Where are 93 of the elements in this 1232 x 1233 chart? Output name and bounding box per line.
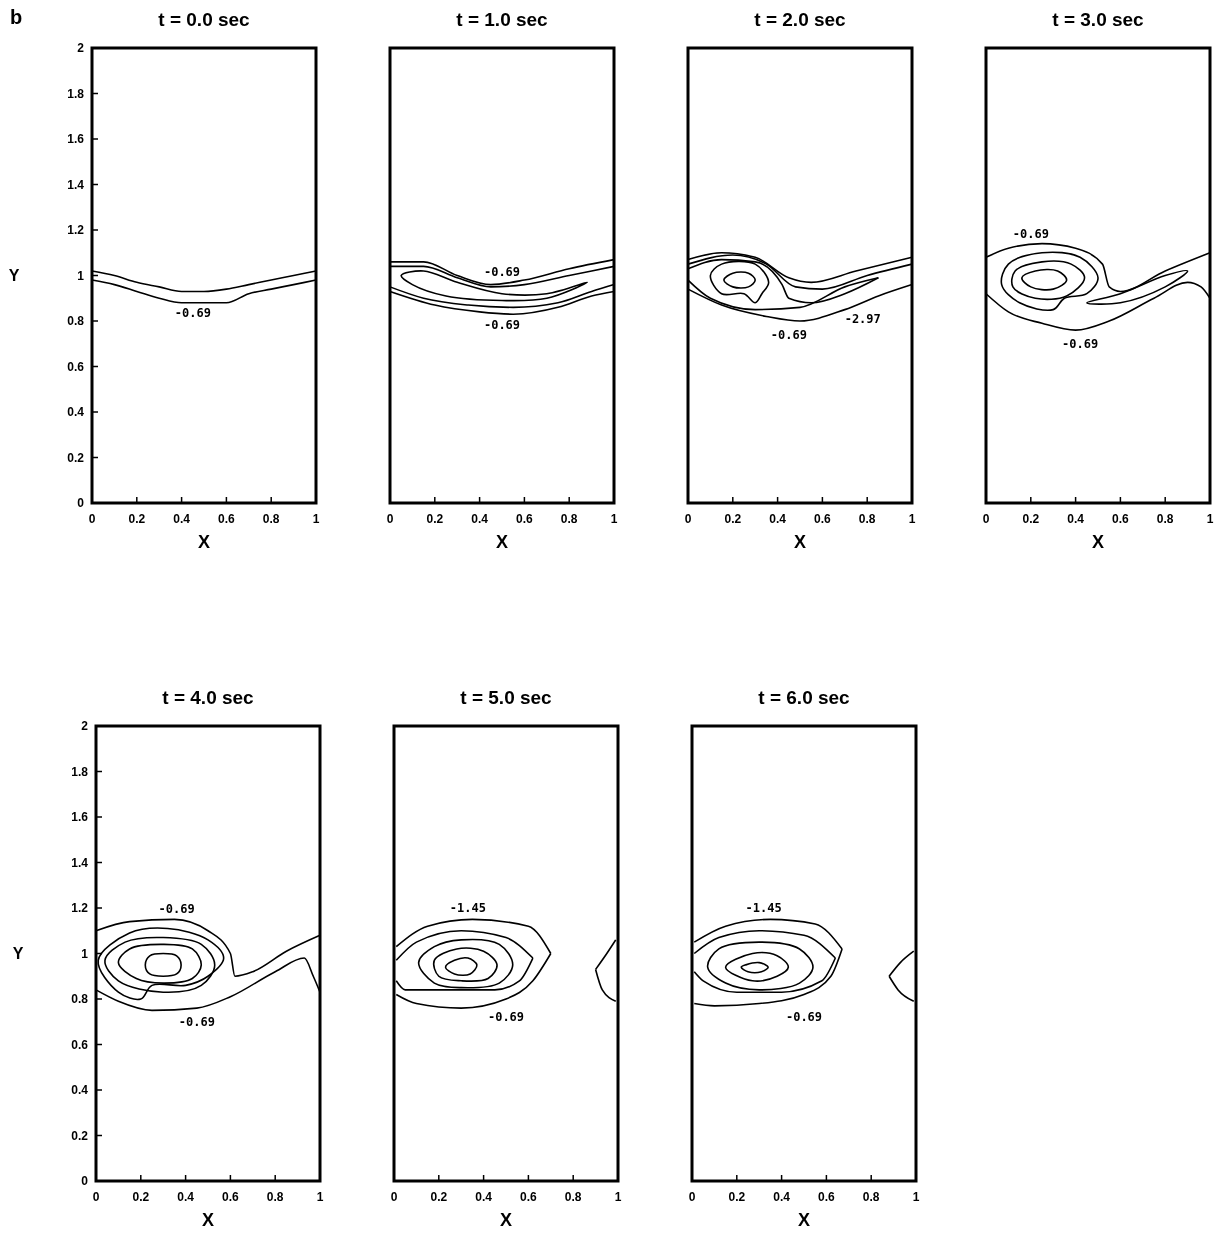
y-tick-label: 1: [81, 946, 89, 961]
annotation: -0.69: [174, 306, 211, 321]
annotation: -0.69: [785, 1010, 823, 1025]
x-tick-label: 1: [614, 1190, 622, 1204]
x-axis-title: X: [797, 1210, 811, 1230]
x-tick-label: 1: [312, 512, 320, 526]
y-tick-label: 0: [81, 1174, 89, 1189]
x-tick-label: 0.4: [471, 512, 489, 526]
annotation: -0.69: [483, 265, 521, 280]
x-tick-label: 1: [908, 512, 916, 526]
x-tick-label: 0.2: [430, 1190, 448, 1204]
y-tick-label: 1.6: [67, 132, 85, 147]
x-tick-label: 0: [390, 1190, 398, 1204]
x-tick-label: 0.2: [426, 512, 444, 526]
y-tick-label: 0.8: [71, 992, 89, 1007]
x-tick-label: 0.4: [475, 1190, 493, 1204]
y-tick-label: 0.6: [67, 359, 85, 374]
x-tick-label: 0.4: [1067, 512, 1085, 526]
x-axis-title: X: [197, 532, 211, 552]
x-tick-label: 0.6: [218, 512, 236, 526]
chart-title: t = 5.0 sec: [460, 687, 553, 708]
x-tick-label: 0: [982, 512, 990, 526]
x-tick-label: 0.4: [773, 1190, 791, 1204]
chart-title: t = 2.0 sec: [754, 9, 847, 30]
x-tick-label: 0.8: [862, 1190, 880, 1204]
chart-title: t = 4.0 sec: [162, 687, 255, 708]
x-tick-label: 0.6: [222, 1190, 240, 1204]
x-tick-label: 0.6: [814, 512, 832, 526]
x-tick-label: 0: [92, 1190, 100, 1204]
y-tick-label: 1.4: [67, 177, 85, 192]
x-tick-label: 0.8: [262, 512, 280, 526]
x-tick-label: 0.8: [564, 1190, 582, 1204]
x-tick-label: 0.8: [560, 512, 578, 526]
x-tick-label: 0.6: [520, 1190, 538, 1204]
y-axis-title: Y: [8, 267, 20, 285]
x-tick-label: 0.6: [818, 1190, 836, 1204]
annotation: -1.45: [745, 901, 782, 916]
x-axis-title: X: [1091, 532, 1105, 552]
y-tick-label: 1.8: [71, 764, 89, 779]
x-axis-title: X: [793, 532, 807, 552]
chart-title: t = 1.0 sec: [456, 9, 549, 30]
annotation: -0.69: [1012, 226, 1049, 241]
annotation: -0.69: [1062, 336, 1099, 351]
y-tick-label: 0.2: [67, 450, 85, 465]
annotation: -0.69: [770, 327, 807, 342]
x-tick-label: 0.8: [266, 1190, 284, 1204]
x-axis-title: X: [499, 1210, 513, 1230]
y-tick-label: 1: [77, 268, 85, 283]
annotation: -1.45: [449, 901, 486, 916]
y-tick-label: 1.4: [71, 855, 89, 870]
x-tick-label: 0.8: [858, 512, 876, 526]
x-tick-label: 0.6: [516, 512, 534, 526]
chart-title: t = 3.0 sec: [1052, 9, 1145, 30]
chart-title: t = 0.0 sec: [158, 9, 251, 30]
annotation: -0.69: [158, 902, 195, 917]
x-axis-title: X: [495, 532, 509, 552]
x-tick-label: 0.2: [724, 512, 742, 526]
y-axis-title: Y: [12, 945, 24, 963]
x-tick-label: 0.2: [728, 1190, 746, 1204]
y-tick-label: 1.2: [67, 223, 85, 238]
annotation: -2.97: [844, 311, 881, 326]
y-tick-label: 1.6: [71, 810, 89, 825]
x-tick-label: 1: [316, 1190, 324, 1204]
x-tick-label: 0: [684, 512, 692, 526]
y-tick-label: 0.6: [71, 1037, 89, 1052]
annotation: -0.69: [483, 317, 521, 332]
x-tick-label: 0: [688, 1190, 696, 1204]
chart-title: t = 6.0 sec: [758, 687, 851, 708]
x-tick-label: 0.2: [1022, 512, 1040, 526]
y-tick-label: 0.4: [71, 1083, 89, 1098]
x-tick-label: 1: [610, 512, 618, 526]
x-tick-label: 0.2: [128, 512, 146, 526]
y-tick-label: 2: [81, 719, 89, 734]
text: b: [10, 6, 23, 28]
x-tick-label: 1: [1206, 512, 1214, 526]
x-tick-label: 0: [386, 512, 394, 526]
y-tick-label: 2: [77, 41, 85, 56]
x-tick-label: 0.2: [132, 1190, 150, 1204]
y-tick-label: 1.8: [67, 86, 85, 101]
x-tick-label: 0.4: [173, 512, 191, 526]
x-tick-label: 0.4: [769, 512, 787, 526]
y-tick-label: 0.4: [67, 405, 85, 420]
annotation: -0.69: [487, 1010, 525, 1025]
y-tick-label: 0.8: [67, 314, 85, 329]
annotation: -0.69: [178, 1014, 215, 1029]
y-tick-label: 1.2: [71, 901, 89, 916]
x-tick-label: 0.8: [1156, 512, 1174, 526]
x-tick-label: 0.4: [177, 1190, 195, 1204]
y-tick-label: 0.2: [71, 1128, 89, 1143]
x-tick-label: 0.6: [1112, 512, 1130, 526]
x-tick-label: 1: [912, 1190, 920, 1204]
x-axis-title: X: [201, 1210, 215, 1230]
y-tick-label: 0: [77, 496, 85, 511]
